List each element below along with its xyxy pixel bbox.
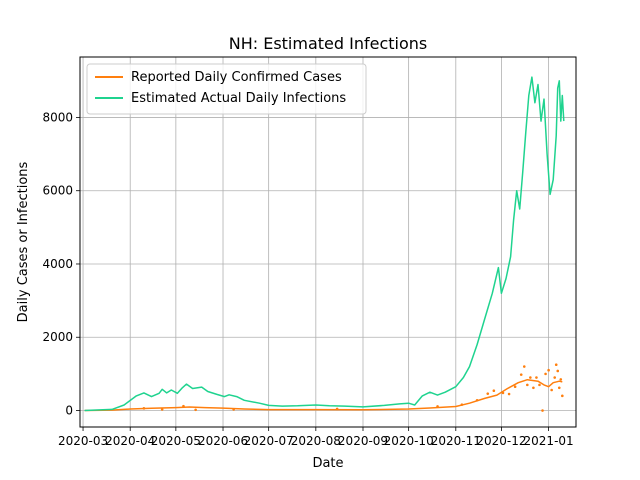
scatter-point	[501, 391, 505, 395]
scatter-point	[160, 408, 164, 411]
scatter-point	[519, 373, 523, 376]
x-axis-label: Date	[312, 456, 343, 471]
scatter-point	[194, 408, 197, 412]
plot-frame	[79, 56, 577, 428]
scatter-point	[486, 392, 490, 395]
scatter-point	[526, 383, 529, 387]
scatter-point	[541, 409, 544, 412]
x-tick-label: 2020-06	[198, 434, 248, 448]
y-tick-label: 8000	[42, 110, 73, 124]
scatter-point	[556, 369, 560, 373]
x-tick-label: 2021-01	[524, 434, 574, 448]
y-tick-label: 2000	[42, 330, 73, 344]
scatter-point	[142, 407, 146, 410]
y-axis-label: Daily Cases or Infections	[16, 161, 31, 322]
chart-title: NH: Estimated Infections	[229, 34, 428, 53]
scatter-point	[460, 403, 464, 406]
scatter-point	[538, 383, 541, 387]
y-tick-label: 6000	[42, 184, 73, 198]
x-tick-label: 2020-07	[244, 434, 294, 448]
scatter-point	[544, 372, 547, 376]
scatter-point	[532, 386, 535, 390]
tick-layer: 2020-032020-042020-052020-062020-072020-…	[42, 110, 573, 448]
scatter-point	[559, 378, 563, 381]
legend: Reported Daily Confirmed Cases Estimated…	[86, 63, 367, 115]
scatter-point	[182, 404, 185, 408]
x-tick-label: 2020-09	[338, 434, 388, 448]
grid-layer	[80, 57, 576, 427]
y-tick-label: 0	[65, 404, 73, 418]
series-line-estimated	[84, 76, 565, 412]
scatter-point	[553, 376, 556, 379]
y-tick-label: 4000	[42, 257, 73, 271]
scatter-point	[513, 385, 517, 389]
scatter-point	[475, 398, 479, 402]
scatter-point	[507, 392, 511, 396]
scatter-point	[554, 363, 558, 367]
scatter-point	[550, 388, 553, 392]
scatter-point	[557, 386, 561, 390]
series-line-reported	[84, 378, 563, 412]
x-tick-label: 2020-08	[291, 434, 341, 448]
legend-label-estimated: Estimated Actual Daily Infections	[131, 91, 346, 106]
x-tick-label: 2020-11	[431, 434, 481, 448]
scatter-point	[522, 365, 526, 368]
x-tick-label: 2020-10	[384, 434, 434, 448]
scatter-point	[335, 407, 339, 411]
x-tick-label: 2020-05	[151, 434, 201, 448]
scatter-point	[436, 405, 439, 408]
scatter-point	[232, 408, 235, 411]
scatter-point	[561, 394, 564, 398]
scatter-point	[535, 376, 538, 379]
x-tick-label: 2020-04	[105, 434, 155, 448]
scatter-point	[547, 368, 550, 372]
scatter-point	[529, 376, 532, 379]
scatter-point	[492, 389, 496, 393]
legend-label-reported: Reported Daily Confirmed Cases	[131, 70, 342, 85]
legend-box	[86, 63, 367, 115]
x-tick-label: 2020-12	[476, 434, 526, 448]
series-layer	[84, 76, 565, 412]
x-tick-label: 2020-03	[58, 434, 108, 448]
